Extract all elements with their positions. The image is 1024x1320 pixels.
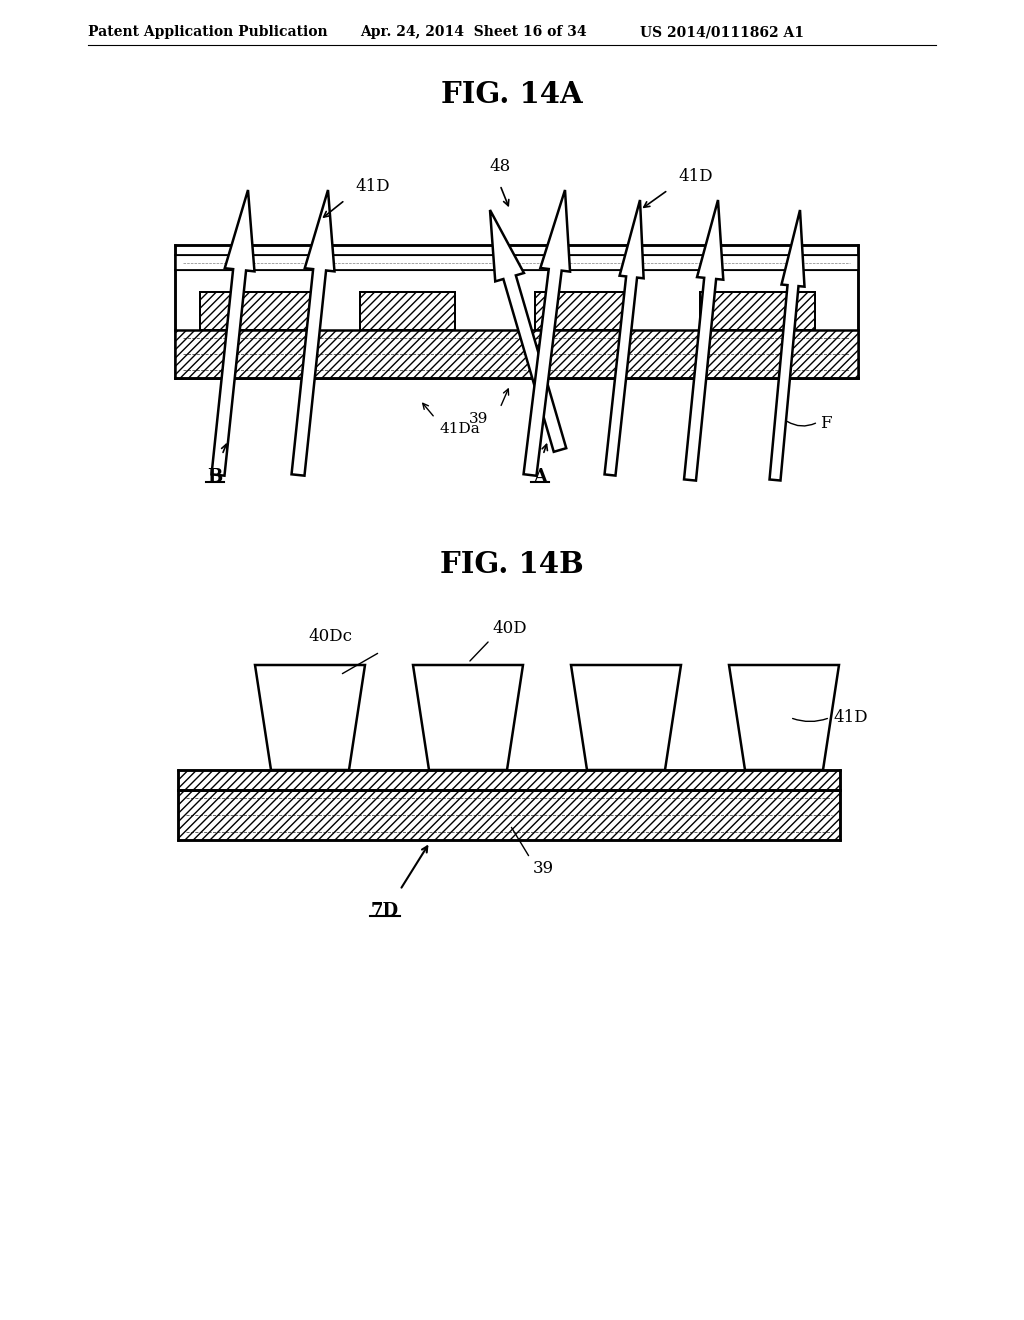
Text: A: A: [534, 469, 547, 486]
Text: F: F: [820, 414, 831, 432]
Bar: [535, 292, 630, 330]
Text: 41D: 41D: [678, 168, 713, 185]
Text: 48: 48: [489, 158, 511, 176]
Text: FIG. 14A: FIG. 14A: [441, 81, 583, 110]
Bar: [178, 789, 840, 840]
Text: 41Da: 41Da: [440, 422, 480, 436]
Polygon shape: [255, 665, 365, 770]
Polygon shape: [490, 210, 566, 451]
Polygon shape: [684, 201, 723, 480]
Polygon shape: [212, 190, 255, 475]
Bar: [175, 246, 858, 378]
Polygon shape: [523, 190, 570, 475]
Polygon shape: [413, 665, 523, 770]
Text: Patent Application Publication: Patent Application Publication: [88, 25, 328, 40]
Polygon shape: [292, 190, 335, 475]
Text: B: B: [208, 469, 222, 486]
Text: US 2014/0111862 A1: US 2014/0111862 A1: [640, 25, 804, 40]
Bar: [360, 292, 455, 330]
Text: FIG. 14B: FIG. 14B: [440, 550, 584, 579]
Text: Apr. 24, 2014  Sheet 16 of 34: Apr. 24, 2014 Sheet 16 of 34: [360, 25, 587, 40]
Text: 7D: 7D: [371, 902, 399, 920]
Text: 39: 39: [534, 861, 554, 876]
Text: 40D: 40D: [492, 620, 526, 638]
Bar: [178, 770, 840, 789]
Polygon shape: [604, 201, 644, 475]
Polygon shape: [769, 210, 805, 480]
Polygon shape: [571, 665, 681, 770]
Bar: [175, 255, 858, 271]
Bar: [700, 292, 815, 330]
Bar: [175, 330, 858, 378]
Text: 40Dc: 40Dc: [308, 628, 352, 645]
Text: 41D: 41D: [833, 709, 867, 726]
Polygon shape: [729, 665, 839, 770]
Text: 39: 39: [469, 412, 488, 426]
Bar: [200, 292, 315, 330]
Text: 41D: 41D: [355, 178, 389, 195]
